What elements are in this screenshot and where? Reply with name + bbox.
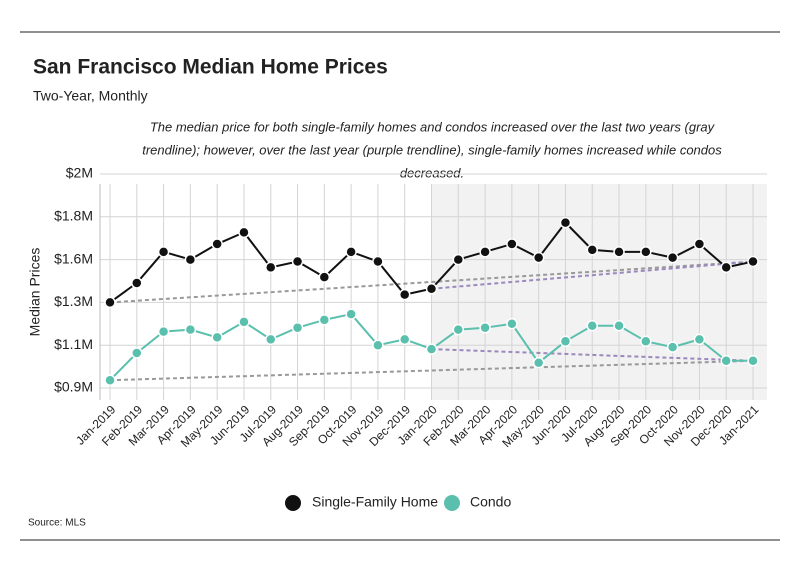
data-point — [613, 319, 625, 332]
legend-label: Single-Family Home — [312, 494, 438, 510]
chart-title: San Francisco Median Home Prices — [33, 56, 388, 79]
source: Source: MLS — [28, 518, 86, 529]
data-point — [265, 261, 277, 274]
y-tick-label: $1.3M — [54, 293, 93, 309]
data-point — [613, 246, 625, 258]
data-point — [479, 321, 491, 334]
data-point — [586, 319, 598, 332]
data-point — [693, 238, 706, 250]
data-point — [479, 246, 491, 258]
y-tick-label: $2M — [66, 165, 93, 181]
data-point — [532, 251, 545, 264]
data-point — [693, 333, 706, 346]
data-point — [532, 356, 545, 369]
data-point — [559, 335, 572, 348]
data-point — [747, 255, 759, 268]
data-point — [238, 226, 250, 239]
data-point — [398, 288, 411, 301]
trendline — [431, 348, 754, 362]
data-point — [720, 261, 732, 274]
data-point — [318, 271, 331, 283]
data-point — [559, 216, 572, 229]
data-point — [291, 255, 304, 268]
data-point — [372, 339, 384, 351]
data-point — [720, 355, 732, 367]
data-point — [586, 244, 598, 256]
data-point — [184, 253, 197, 266]
y-tick-label: $1.6M — [54, 250, 93, 266]
data-point — [398, 333, 411, 346]
legend-marker — [285, 495, 301, 511]
data-point — [157, 325, 170, 338]
y-tick-label: $1.8M — [54, 208, 93, 224]
annotation: The median price for both single-family … — [150, 119, 716, 134]
annotation: decreased. — [400, 165, 464, 180]
data-point — [425, 283, 438, 295]
data-point — [666, 341, 679, 353]
y-tick-label: $1.1M — [54, 336, 93, 352]
legend-label: Condo — [470, 494, 511, 510]
y-tick-label: $0.9M — [54, 379, 93, 395]
data-point — [318, 314, 331, 326]
data-point — [640, 335, 652, 348]
data-point — [506, 238, 518, 250]
data-point — [131, 277, 143, 289]
data-point — [425, 343, 438, 355]
data-point — [452, 323, 465, 336]
data-point — [131, 347, 143, 359]
data-point — [666, 251, 679, 264]
data-point — [184, 323, 197, 336]
data-point — [291, 321, 304, 334]
shaded-region — [431, 184, 767, 400]
data-point — [452, 253, 465, 266]
data-point — [104, 296, 116, 309]
data-point — [372, 255, 384, 268]
data-point — [104, 374, 116, 386]
data-point — [640, 246, 652, 258]
trendline — [109, 359, 754, 382]
y-axis-title: Median Prices — [27, 248, 43, 337]
data-point — [747, 355, 759, 367]
trendline — [431, 260, 754, 290]
data-point — [238, 316, 250, 328]
trendline — [109, 260, 754, 304]
legend-marker — [444, 495, 460, 511]
data-point — [506, 318, 518, 330]
data-point — [345, 308, 357, 320]
annotation: trendline); however, over the last year … — [142, 142, 722, 157]
chart-subtitle: Two-Year, Monthly — [33, 88, 148, 104]
data-point — [157, 246, 170, 258]
data-point — [265, 333, 277, 346]
data-point — [345, 246, 357, 258]
data-point — [211, 331, 223, 344]
data-point — [211, 238, 223, 250]
